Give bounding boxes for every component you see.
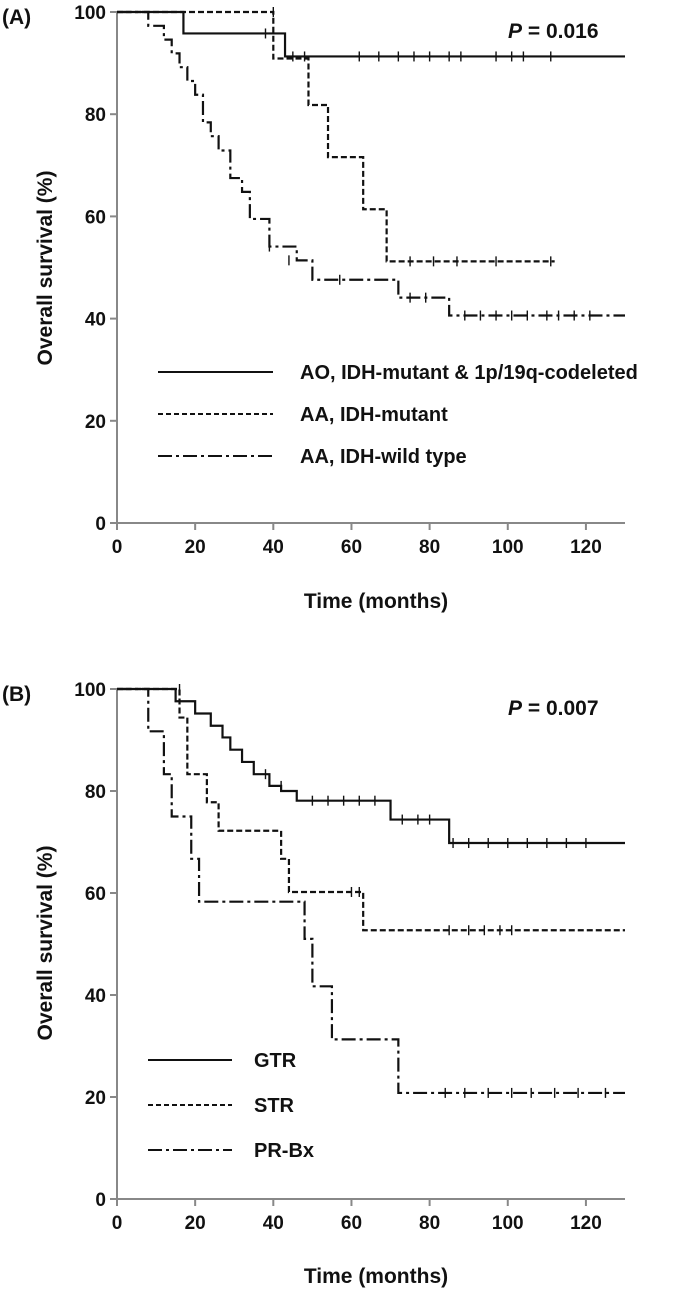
panel-a-legend-label-3: AA, IDH-wild type [300,446,467,468]
panel-a-series-dash-dot-line [117,10,625,317]
panel-b-y-tick-label: 80 [85,782,106,803]
panel-a-y-tick-label: 40 [85,310,106,331]
panel-b-legend: GTR STR PR-Bx [148,1050,314,1162]
panel-a-legend-label-2: AA, IDH-mutant [300,404,448,426]
panel-a-x-tick-label: 100 [492,537,524,558]
panel-a-x-tick-label: 0 [112,537,123,558]
panel-a-legend-label-1: AO, IDH-mutant & 1p/19q-codeleted [300,362,638,384]
panel-a-y-tick-label: 20 [85,412,106,433]
panel-b-y-axis-title: Overall survival (%) [34,846,57,1041]
panel-b-series-dash-dot-line [117,687,625,1095]
panel-b-x-tick-label: 120 [570,1213,602,1234]
panel-b-x-tick-label: 20 [185,1213,206,1234]
panel-a-series-dashed-line [117,10,555,263]
panel-a-x-axis-title: Time (months) [304,590,448,613]
panel-a-p-number: = 0.016 [528,20,599,43]
panel-b-p-symbol: P [508,697,523,720]
panel-b-chart: (B) P = 0.007 Time (months) Overall surv… [2,680,625,1288]
panel-a-chart: (A) P = 0.016 Time (months) Overall surv… [2,3,638,613]
panel-b-y-tick-label: 100 [74,680,106,701]
panel-b-y-tick-label: 40 [85,986,106,1007]
panel-b-legend-label-2: STR [254,1095,295,1117]
panel-a-x-tick-label: 120 [570,537,602,558]
panel-b-series-dashed-line [117,687,625,932]
panel-b-y-tick-label: 20 [85,1088,106,1109]
panel-b-x-tick-label: 60 [341,1213,362,1234]
panel-a-x-tick-label: 20 [185,537,206,558]
panel-b-legend-label-1: GTR [254,1050,297,1072]
panel-b-x-axis-title: Time (months) [304,1265,448,1288]
panel-a-y-tick-label: 0 [95,514,106,535]
panel-a-x-tick-label: 40 [263,537,284,558]
panel-a-y-tick-label: 80 [85,105,106,126]
panel-b-x-tick-label: 100 [492,1213,524,1234]
panel-a-y-axis-title: Overall survival (%) [34,171,57,366]
panel-b-x-tick-label: 40 [263,1213,284,1234]
panel-b-y-tick-label: 60 [85,884,106,905]
panel-a-x-tick-label: 60 [341,537,362,558]
panel-a-p-symbol: P [508,20,523,43]
panel-b-label: (B) [2,683,31,706]
panel-a-x-tick-label: 80 [419,537,440,558]
panel-a-y-tick-label: 60 [85,207,106,228]
panel-b-p-number: = 0.007 [528,697,599,720]
panel-b-y-tick-label: 0 [95,1190,106,1211]
panel-a-label: (A) [2,6,31,29]
panel-a-y-tick-label: 100 [74,3,106,24]
panel-a-legend: AO, IDH-mutant & 1p/19q-codeleted AA, ID… [158,362,638,468]
panel-b-legend-label-3: PR-Bx [254,1140,314,1162]
panel-b-p-value: P = 0.007 [508,697,599,720]
panel-a-p-value: P = 0.016 [508,20,599,43]
panel-b-x-tick-label: 0 [112,1213,123,1234]
panel-b-x-tick-label: 80 [419,1213,440,1234]
